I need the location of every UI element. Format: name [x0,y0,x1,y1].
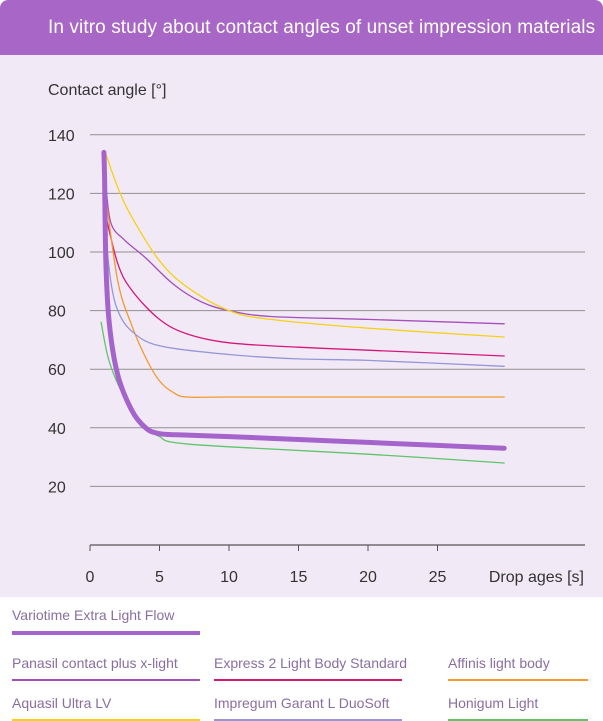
legend-label: Impregum Garant L DuoSoft [214,695,390,711]
legend-label: Affinis light body [448,655,550,671]
line-chart: Contact angle [°] Drop ages [s] 20 40 60 80… [48,82,585,586]
legend-label: Honigum Light [448,695,539,711]
x-tick-label: 0 [86,569,95,586]
y-tick-label: 140 [48,128,75,145]
chart-title: In vitro study about contact angles of u… [48,16,596,38]
series-line-6 [100,321,505,464]
series-line-5 [104,230,505,367]
x-tick-label: 15 [290,569,308,586]
legend-swatch [12,679,200,681]
legend-label: Express 2 Light Body Standard [214,655,408,671]
x-tick-label: 10 [220,569,238,586]
series-line-2 [104,213,505,357]
x-tick-label: 5 [155,569,164,586]
chart-panel [0,55,603,597]
x-tick-label: 25 [429,569,447,586]
legend-label: Panasil contact plus x-light [12,655,178,671]
x-axis-label: Drop ages [s] [489,569,584,586]
chart-header: In vitro study about contact angles of u… [0,0,603,55]
x-tick-label: 20 [359,569,377,586]
y-tick-label: 120 [48,186,75,203]
y-axis-label: Contact angle [°] [48,82,166,99]
series-line-3 [104,192,505,399]
legend-label: Variotime Extra Light Flow [12,607,175,623]
y-tick-label: 20 [48,479,66,496]
legend-swatch [214,679,402,681]
legend-swatch [12,631,200,635]
y-tick-label: 60 [48,362,66,379]
series-line-0 [101,149,507,451]
series-line-4 [104,151,505,338]
legend-swatch [448,679,588,681]
y-tick-label: 80 [48,304,66,321]
legend-label: Aquasil Ultra LV [12,695,112,711]
y-tick-label: 100 [48,245,75,262]
y-tick-label: 40 [48,421,66,438]
series-line-1 [104,178,505,325]
